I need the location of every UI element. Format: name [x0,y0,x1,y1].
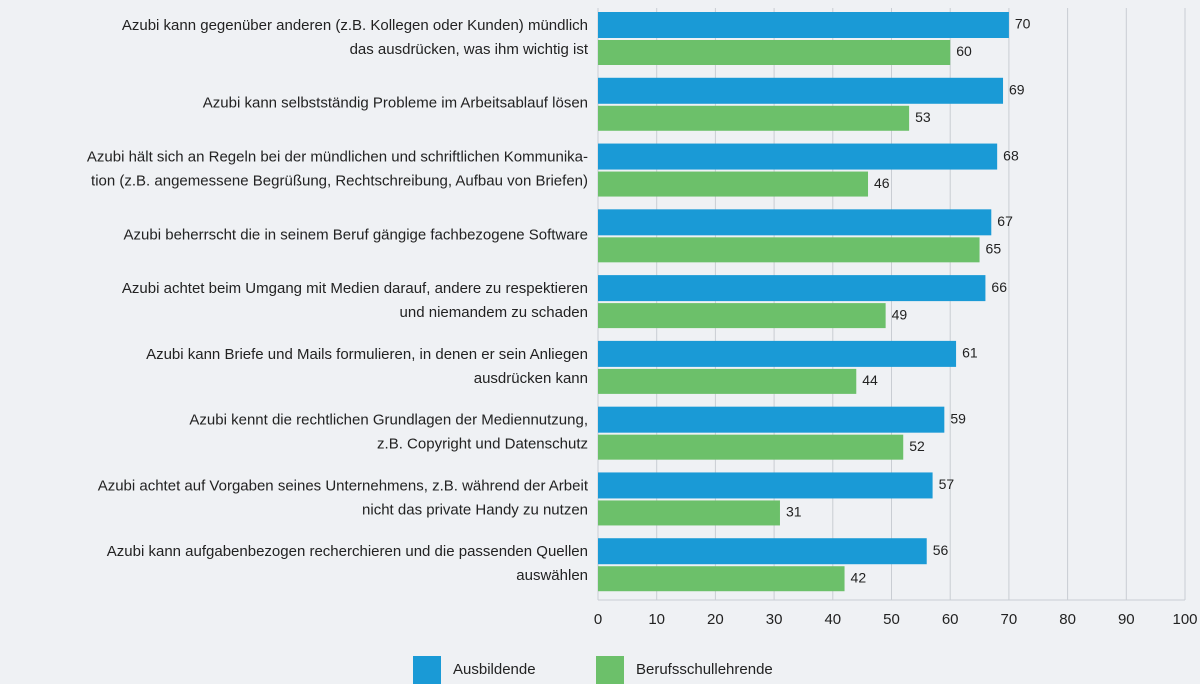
bar [598,566,845,592]
value-label: 70 [1015,16,1031,32]
category-label: Azubi achtet auf Vorgaben seines Unterne… [98,477,589,494]
bar [598,500,780,526]
x-tick-label: 30 [766,611,783,628]
bar [598,368,857,394]
value-label: 61 [962,345,978,361]
bar [598,340,957,367]
category-label: und niemandem zu schaden [400,304,588,321]
category-label: tion (z.B. angemessene Begrüßung, Rechts… [91,173,588,190]
bar [598,171,869,197]
category-label: nicht das private Handy zu nutzen [362,501,588,518]
bar [598,237,980,263]
legend-swatch [596,656,624,684]
legend-swatch [413,656,441,684]
value-label: 60 [956,43,972,59]
x-tick-label: 0 [594,611,602,628]
value-label: 42 [851,569,867,585]
bar [598,77,1004,104]
x-tick-label: 20 [707,611,724,628]
legend-label: Berufsschullehrende [636,661,773,678]
bar [598,275,986,302]
bar [598,209,992,236]
bar [598,143,998,170]
bar [598,406,945,433]
value-label: 44 [862,372,878,388]
category-label: Azubi beherrscht die in seinem Beruf gän… [124,226,588,243]
x-tick-label: 90 [1118,611,1135,628]
x-tick-label: 100 [1172,611,1197,628]
category-label: Azubi kann Briefe und Mails formulieren,… [146,346,588,363]
value-label: 53 [915,109,931,125]
value-label: 49 [892,306,908,322]
category-label: Azubi kann aufgabenbezogen recherchieren… [107,543,588,560]
category-label: Azubi kann gegenüber anderen (z.B. Kolle… [122,17,588,34]
category-label: z.B. Copyright und Datenschutz [377,436,588,453]
value-label: 56 [933,542,949,558]
value-label: 68 [1003,147,1019,163]
bar [598,538,927,565]
x-tick-label: 40 [824,611,841,628]
value-label: 66 [991,279,1007,295]
value-label: 67 [997,213,1013,229]
x-tick-label: 60 [942,611,959,628]
x-tick-label: 10 [648,611,665,628]
bar [598,12,1009,38]
category-label: Azubi achtet beim Umgang mit Medien dara… [122,280,588,297]
x-tick-label: 80 [1059,611,1076,628]
value-label: 59 [950,410,966,426]
value-label: 57 [939,476,955,492]
bar [598,40,951,65]
value-label: 46 [874,175,890,191]
bar [598,434,904,460]
bar [598,105,910,131]
x-tick-label: 50 [883,611,900,628]
category-label: ausdrücken kann [474,370,588,387]
category-label: auswählen [516,567,588,584]
bar [598,472,933,499]
value-label: 52 [909,438,925,454]
x-tick-label: 70 [1001,611,1018,628]
category-label: Azubi kann selbstständig Probleme im Arb… [203,95,588,112]
legend-label: Ausbildende [453,661,536,678]
bar [598,303,886,329]
category-label: Azubi hält sich an Regeln bei der mündli… [87,149,588,166]
value-label: 65 [986,241,1002,257]
category-label: das ausdrücken, was ihm wichtig ist [350,41,589,58]
value-label: 69 [1009,81,1025,97]
category-label: Azubi kennt die rechtlichen Grundlagen d… [189,412,588,429]
value-label: 31 [786,504,802,520]
